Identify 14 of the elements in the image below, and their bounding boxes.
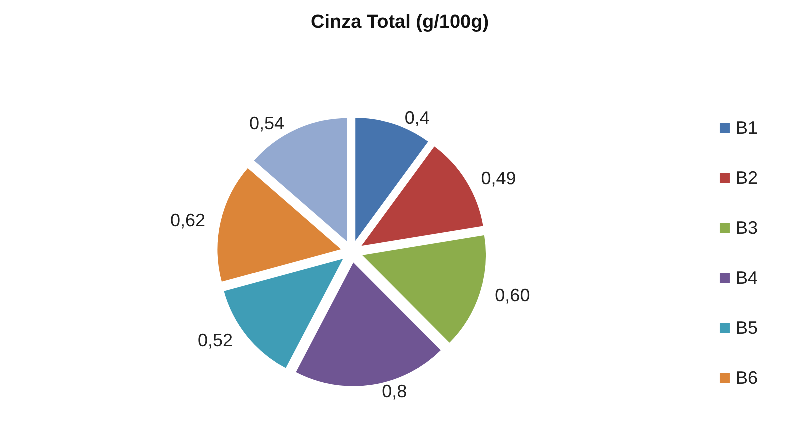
data-label: 0,54 bbox=[250, 114, 285, 134]
legend-label: B1 bbox=[736, 118, 758, 138]
legend-label: B4 bbox=[736, 268, 758, 288]
legend-label: B6 bbox=[736, 368, 758, 388]
legend-label: B5 bbox=[736, 318, 758, 338]
data-label: 0,62 bbox=[170, 210, 206, 230]
data-label: 0,52 bbox=[198, 330, 234, 350]
data-label: 0,4 bbox=[404, 108, 430, 128]
chart-title: Cinza Total (g/100g) bbox=[310, 12, 490, 33]
data-label: 0,60 bbox=[495, 285, 530, 306]
data-label: 0,8 bbox=[382, 381, 408, 402]
data-label: 0,49 bbox=[481, 168, 516, 188]
legend-label: B2 bbox=[736, 168, 758, 188]
legend-label: B3 bbox=[736, 218, 758, 238]
